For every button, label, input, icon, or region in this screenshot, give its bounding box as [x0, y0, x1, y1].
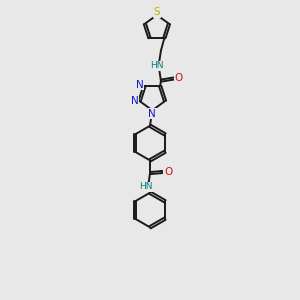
Text: N: N [136, 80, 144, 90]
Text: O: O [175, 73, 183, 83]
Text: N: N [131, 96, 139, 106]
Text: HN: HN [150, 61, 164, 70]
Text: HN: HN [139, 182, 153, 191]
Text: N: N [148, 109, 156, 119]
Text: O: O [164, 167, 172, 177]
Text: S: S [154, 7, 160, 17]
